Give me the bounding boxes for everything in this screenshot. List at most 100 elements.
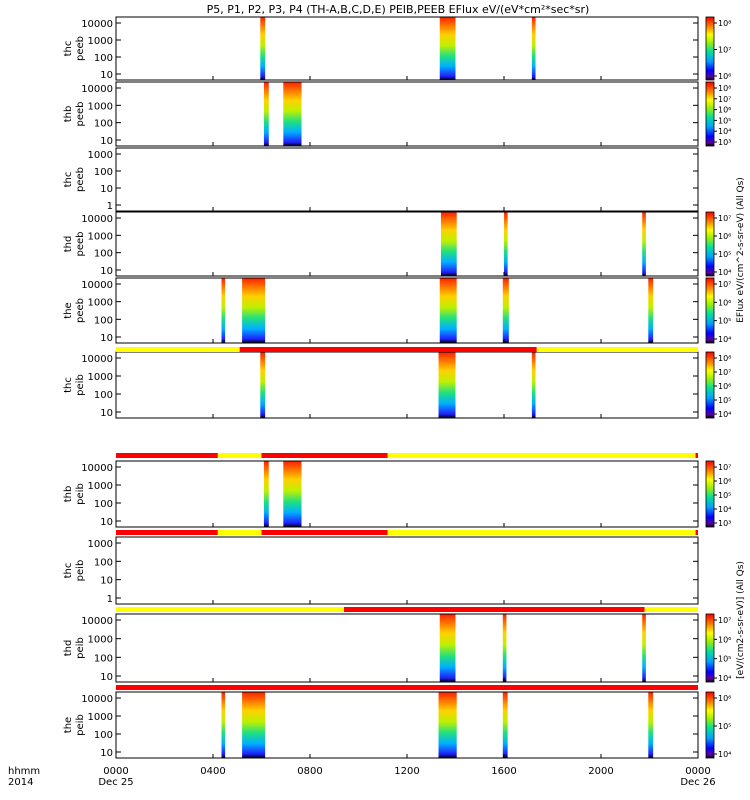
burst-0 (440, 212, 457, 276)
panel-probe-label: thc (63, 41, 74, 57)
colorbar-tick-label: 10⁷ (718, 46, 731, 55)
ytick-label: 1000 (88, 481, 113, 492)
ytick-label: 10 (100, 576, 113, 587)
ytick-label: 100 (94, 53, 113, 64)
ytick-label: 1000 (88, 101, 113, 112)
ytick-label: 100 (94, 119, 113, 130)
burst-4 (648, 278, 654, 343)
xtick-label: 0400 (200, 766, 225, 777)
burst-1 (283, 461, 302, 527)
panel-probe-label: thc (63, 563, 74, 579)
xtick-label: 0000 (103, 766, 128, 777)
ytick-label: 10 (100, 136, 113, 147)
ytick-label: 1000 (88, 298, 113, 309)
colorbar-tick-label: 10⁵ (718, 655, 731, 664)
colorbar-tick-label: 10⁸ (718, 84, 731, 93)
panel-frame (115, 211, 699, 277)
colorbar-label-bottom: [eV/(cm2-s-sr-eV)] (All Qs) (736, 561, 746, 679)
burst-3 (502, 692, 508, 758)
ytick-label: 100 (94, 653, 113, 664)
ytick-label: 10000 (81, 354, 113, 365)
burst-1 (242, 692, 266, 758)
panel-frame (115, 613, 699, 683)
ytick-label: 1 (107, 201, 113, 212)
ytick-label: 10 (100, 408, 113, 419)
colorbar-tick-label: 10⁶ (718, 694, 731, 703)
mode-segment (536, 347, 698, 352)
colorbar-tick-label: 10⁷ (718, 463, 731, 472)
mode-segment (217, 453, 262, 458)
ytick-label: 100 (94, 557, 113, 568)
colorbar-tick-label: 10⁶ (718, 382, 731, 391)
ytick-label: 100 (94, 730, 113, 741)
mode-segment (387, 530, 696, 535)
colorbar-tick-label: 10⁴ (718, 410, 731, 419)
colorbar-tick-label: 10⁵ (718, 250, 731, 259)
panel-product-label: peib (75, 714, 86, 736)
panel-product-label: peib (75, 637, 86, 659)
ytick-label: 1000 (88, 231, 113, 242)
ytick-label: 10 (100, 672, 113, 683)
colorbar (705, 613, 715, 683)
mode-segment (644, 607, 698, 612)
colorbar-tick-label: 10⁷ (718, 95, 731, 104)
panel-frame (115, 147, 699, 212)
mode-segment (116, 530, 218, 535)
ytick-label: 1000 (88, 372, 113, 383)
panel-probe-label: thb (63, 486, 74, 503)
ytick-label: 100 (94, 499, 113, 510)
colorbar-tick-label: 10⁷ (718, 616, 731, 625)
colorbar (705, 277, 715, 344)
xtick-label: 0000 (685, 766, 710, 777)
ytick-label: 100 (94, 315, 113, 326)
panel-product-label: peib (75, 483, 86, 505)
mode-segment (116, 453, 218, 458)
mode-bar-0 (116, 347, 698, 352)
colorbar-tick-label: 10⁴ (718, 335, 731, 344)
panel-frame (115, 691, 699, 759)
colorbar-tick-label: 10⁴ (718, 750, 731, 759)
mode-segment (695, 453, 698, 458)
mode-segment (695, 530, 698, 535)
panel-frame (115, 277, 699, 344)
colorbar-tick-label: 10³ (718, 138, 731, 147)
colorbar-tick-label: 10⁵ (718, 491, 731, 500)
colorbar-tick-label: 10⁶ (718, 635, 731, 644)
panel-thc-peeb: 1 10 100 1000 thc peeb (63, 147, 699, 212)
ytick-label: 10 (100, 748, 113, 759)
panel-thb-peib: 10 100 1000 10000 thb peib 10³ 10⁴ 10⁵ 10⁶ 10⁷ (63, 460, 731, 528)
panel-product-label: peeb (75, 167, 86, 192)
colorbar-tick-label: 10⁷ (718, 214, 731, 223)
colorbar-tick-label: 10⁵ (718, 722, 731, 731)
burst-0 (221, 692, 226, 758)
panel-probe-label: the (63, 302, 74, 318)
burst-0 (260, 352, 266, 418)
colorbar (705, 351, 715, 419)
burst-2 (642, 212, 646, 276)
colorbar-label-top: EFlux eV/(cm^2-s-sr-eV) (All Qs) (736, 177, 746, 323)
axis-header-year: 2014 (8, 777, 33, 788)
colorbar-tick-label: 10⁵ (718, 116, 731, 125)
mode-segment (116, 607, 344, 612)
ytick-label: 1000 (88, 539, 113, 550)
colorbar-tick-label: 10⁶ (718, 477, 731, 486)
mode-segment (116, 685, 698, 690)
colorbar-tick-label: 10⁵ (718, 317, 731, 326)
burst-0 (263, 461, 269, 527)
axis-header-hhmm: hhmm (8, 766, 40, 777)
mode-bar-4 (116, 685, 698, 690)
colorbar-tick-label: 10⁴ (718, 674, 731, 683)
mode-bars-group (116, 347, 698, 690)
burst-2 (438, 692, 457, 758)
colorbar-tick-label: 10⁴ (718, 268, 731, 277)
colorbar-tick-label: 10⁷ (718, 368, 731, 377)
ytick-label: 10 (100, 70, 113, 81)
panel-product-label: peeb (75, 232, 86, 257)
ytick-label: 10000 (81, 19, 113, 30)
burst-2 (642, 614, 646, 682)
colorbar (705, 211, 715, 277)
colorbar-tick-label: 10⁴ (718, 505, 731, 514)
colorbar-tick-label: 10⁶ (718, 72, 731, 81)
ytick-label: 10000 (81, 280, 113, 291)
